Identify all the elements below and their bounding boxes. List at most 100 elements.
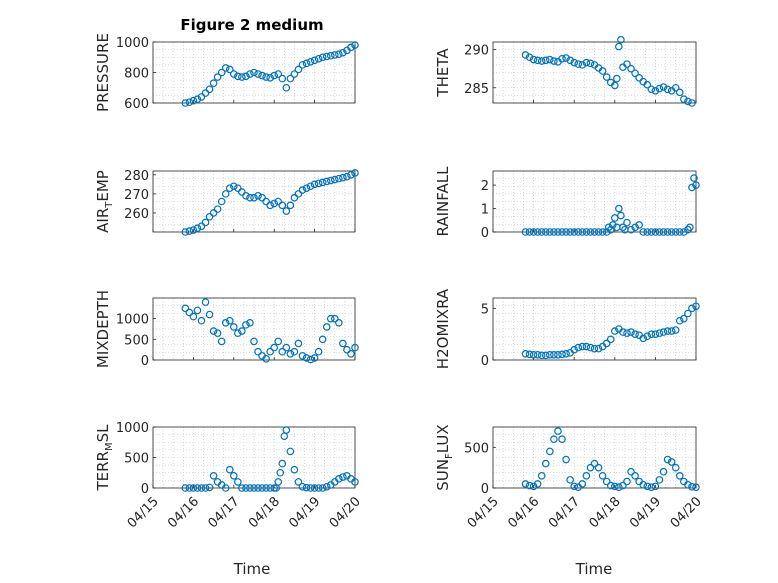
- data-point: [655, 228, 664, 236]
- data-point: [570, 482, 579, 491]
- data-point: [684, 97, 692, 106]
- data-point: [558, 54, 566, 63]
- data-point: [675, 88, 684, 97]
- data-point: [262, 484, 270, 492]
- data-point: [602, 477, 611, 486]
- data-point: [250, 68, 258, 77]
- data-point: [225, 465, 234, 474]
- data-point: [610, 214, 619, 222]
- data-point: [351, 478, 359, 486]
- data-point: [615, 204, 623, 213]
- data-point: [598, 67, 607, 75]
- data-point: [347, 349, 355, 358]
- data-point: [238, 484, 246, 492]
- subplot-h2omixra: 0 5 H2OMIXRA: [434, 288, 700, 369]
- data-point: [586, 59, 595, 68]
- data-point: [631, 330, 639, 338]
- data-point: [343, 172, 351, 181]
- data-point: [238, 188, 246, 196]
- y-axis-label: MIXDEPTH: [94, 290, 112, 368]
- data-point: [278, 459, 287, 468]
- data-point: [282, 343, 291, 352]
- data-point: [298, 352, 307, 360]
- data-point: [310, 354, 319, 362]
- data-point: [250, 337, 258, 346]
- data-point: [270, 343, 279, 352]
- y-axis-label-rest: SL: [94, 424, 112, 443]
- data-point: [213, 73, 222, 81]
- data-point: [623, 218, 631, 227]
- data-point: [286, 74, 295, 83]
- data-point: [675, 471, 684, 480]
- data-point: [655, 476, 664, 484]
- data-point: [623, 477, 631, 486]
- data-point: [209, 209, 218, 217]
- y-tick-label: 0: [141, 354, 149, 369]
- data-point: [351, 41, 359, 49]
- x-tick-label: 04/16: [165, 494, 202, 531]
- data-point: [521, 480, 530, 488]
- data-point: [566, 228, 574, 236]
- data-point: [619, 481, 627, 490]
- data-point: [330, 51, 339, 59]
- data-point: [574, 343, 583, 352]
- data-point: [558, 350, 566, 359]
- data-point: [533, 480, 542, 488]
- grid: [152, 41, 356, 104]
- data-point: [617, 35, 625, 44]
- data-point: [667, 458, 676, 466]
- series-markers: [521, 174, 700, 236]
- y-tick-label: 2: [481, 179, 489, 194]
- data-point: [294, 478, 303, 486]
- series-markers: [181, 169, 359, 236]
- data-point: [558, 228, 566, 236]
- data-point: [647, 483, 656, 491]
- data-point: [574, 60, 583, 68]
- data-point: [314, 347, 323, 356]
- data-point: [205, 212, 214, 221]
- data-point: [185, 308, 194, 317]
- data-point: [298, 61, 307, 69]
- data-point: [550, 57, 558, 65]
- y-axis-label: PRESSURE: [94, 33, 112, 112]
- data-point: [266, 201, 274, 210]
- y-axis-label-main: MIXDEPTH: [94, 290, 112, 368]
- y-axis-label-rest: EMP: [94, 170, 112, 201]
- data-point: [266, 347, 274, 356]
- data-point: [286, 349, 295, 358]
- data-point: [643, 482, 652, 491]
- data-point: [197, 316, 206, 325]
- x-tick-label: 04/20: [668, 494, 705, 531]
- data-point: [604, 223, 613, 232]
- data-point: [602, 73, 611, 81]
- data-point: [631, 223, 639, 232]
- data-point: [310, 180, 319, 189]
- data-point: [631, 471, 639, 480]
- data-point: [335, 174, 343, 183]
- data-point: [197, 93, 206, 101]
- data-point: [667, 327, 676, 335]
- grid: [492, 41, 697, 104]
- data-point: [582, 471, 591, 480]
- y-tick-label: 290: [464, 44, 489, 59]
- y-axis-label: H2OMIXRA: [434, 288, 452, 369]
- data-point: [339, 48, 347, 57]
- subplot-theta: 285 290 THETA: [434, 35, 697, 107]
- y-tick-label: 500: [124, 333, 149, 348]
- data-point: [254, 347, 262, 356]
- data-point: [655, 84, 664, 93]
- data-point: [602, 339, 611, 348]
- subplot-pressure: 600 800 1000 PRESSURE: [94, 33, 359, 112]
- data-point: [533, 56, 542, 65]
- y-axis-label-main: RAINFALL: [434, 166, 452, 237]
- data-point: [254, 191, 262, 200]
- data-point: [533, 228, 542, 236]
- data-point: [590, 228, 599, 236]
- data-point: [242, 72, 250, 81]
- data-point: [209, 79, 218, 87]
- y-axis-label-subscript: M: [104, 442, 115, 451]
- data-point: [631, 69, 639, 78]
- y-tick-label: 285: [464, 82, 489, 97]
- data-point: [322, 323, 331, 331]
- data-point: [221, 484, 230, 492]
